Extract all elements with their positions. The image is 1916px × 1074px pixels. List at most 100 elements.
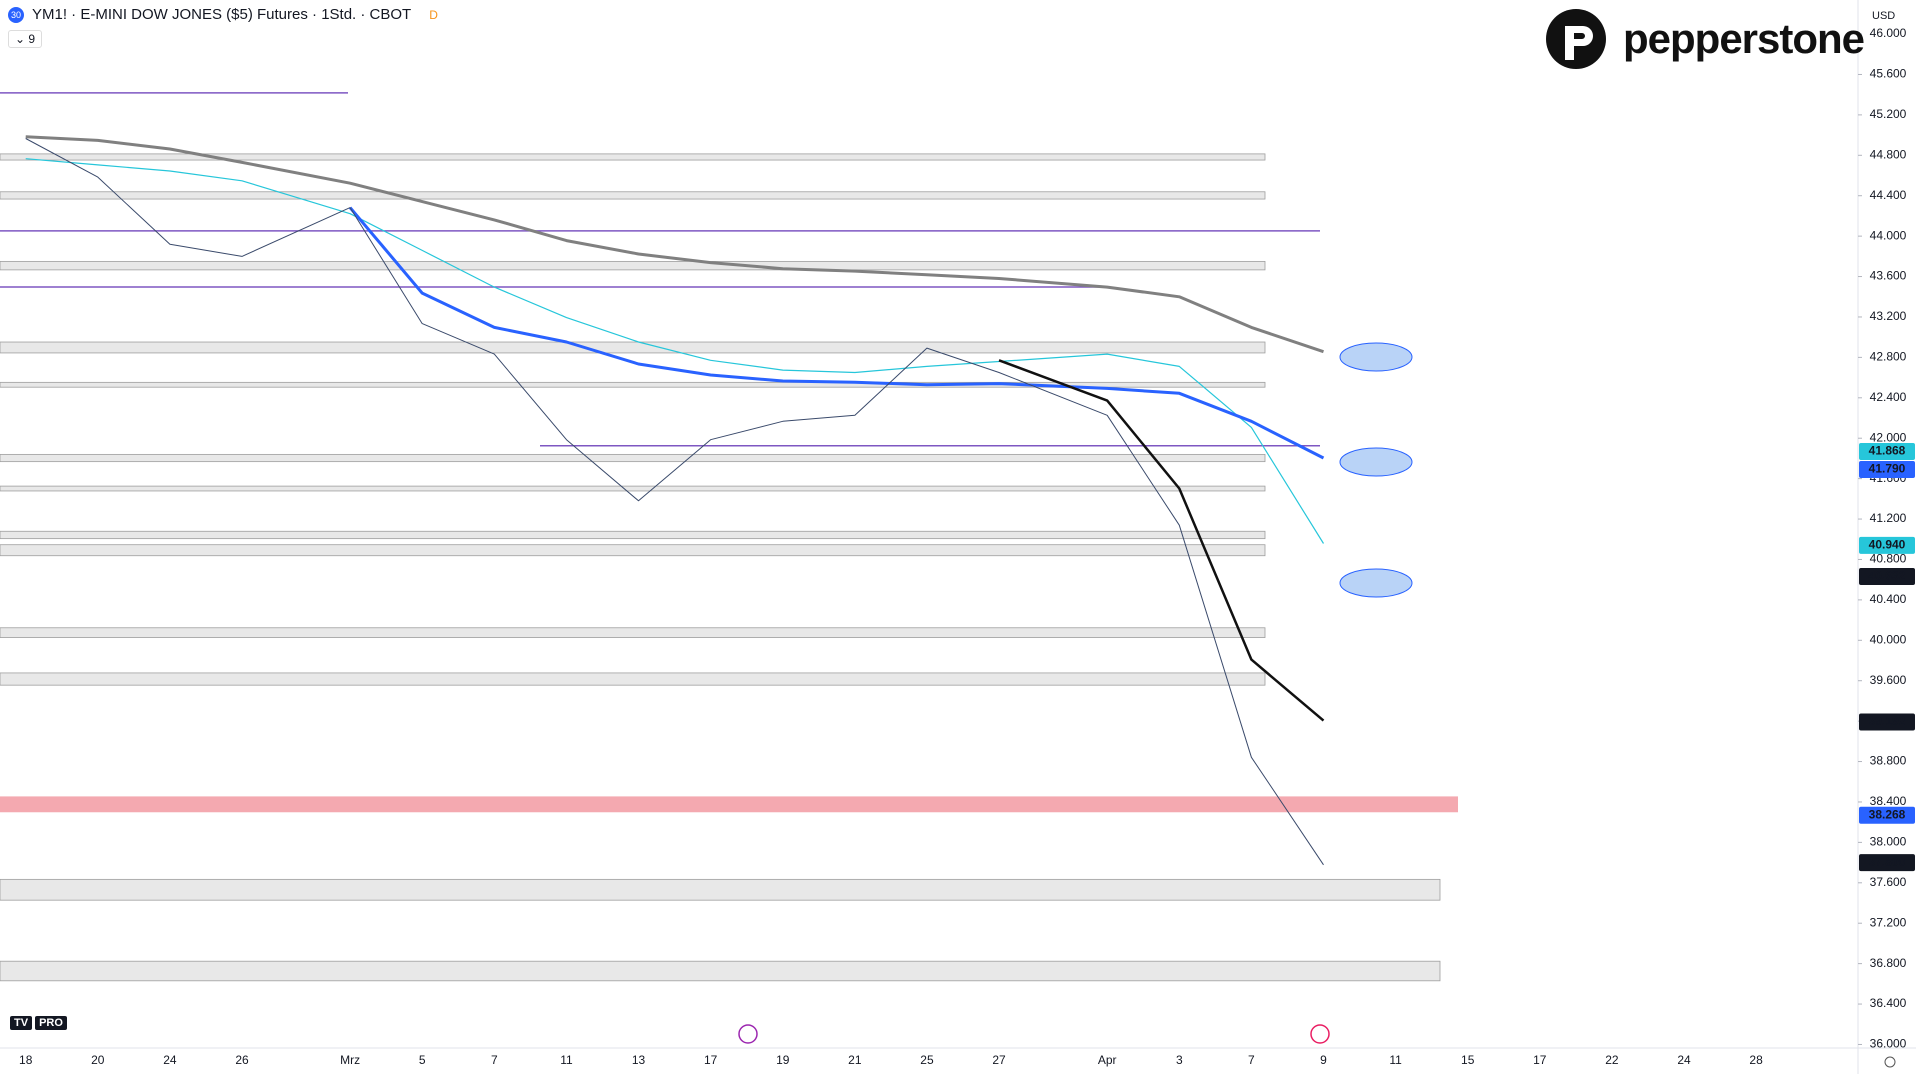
- zone: [0, 453, 1266, 463]
- y-tick-label: 44.000: [1870, 228, 1907, 242]
- ellipse: [1339, 447, 1413, 477]
- x-tick-label: 20: [91, 1053, 105, 1067]
- header: 30 YM1! · E-MINI DOW JONES ($5) Futures …: [8, 6, 438, 23]
- x-tick-label: 28: [1749, 1053, 1763, 1067]
- price-label-bg: [1859, 461, 1915, 479]
- tv-badge: PRO: [35, 1016, 67, 1030]
- ellipse-markers: [1339, 342, 1413, 598]
- brand-name: pepperstone: [1623, 15, 1865, 62]
- x-tick-label: Mrz: [340, 1053, 360, 1067]
- price-label-bg: [1859, 854, 1915, 872]
- y-tick-label: 37.200: [1870, 915, 1907, 929]
- event-icon[interactable]: [1310, 1024, 1330, 1044]
- zone: [0, 627, 1266, 638]
- x-tick-label: 24: [1677, 1053, 1691, 1067]
- indicator-toggle[interactable]: ⌄ 9: [8, 30, 43, 48]
- x-tick-label: 11: [560, 1053, 573, 1067]
- y-tick-label: 42.800: [1870, 350, 1907, 364]
- x-tick-label: 7: [491, 1053, 498, 1067]
- y-tick-label: 45.200: [1870, 107, 1907, 121]
- y-tick-label: 44.800: [1870, 147, 1907, 161]
- series-line: [25, 135, 1324, 354]
- x-tick-label: 21: [848, 1053, 862, 1067]
- y-tick-label: 38.000: [1870, 835, 1907, 849]
- x-tick-label: 22: [1605, 1053, 1619, 1067]
- x-tick-label: 17: [704, 1053, 718, 1067]
- y-tick-label: 39.600: [1870, 673, 1907, 687]
- currency[interactable]: USD: [1872, 10, 1896, 22]
- brand-logo: pepperstone: [1543, 8, 1865, 70]
- x-tick-label: 19: [776, 1053, 790, 1067]
- interval-badge: D: [429, 7, 438, 22]
- y-tick-label: 45.600: [1870, 67, 1907, 81]
- y-tick-label: 43.600: [1870, 269, 1907, 283]
- x-tick-label: 24: [163, 1053, 177, 1067]
- y-tick-label: 38.400: [1870, 794, 1907, 808]
- x-tick-label: 27: [992, 1053, 1006, 1067]
- price-label-bg: [1859, 536, 1915, 554]
- zone: [0, 381, 1266, 388]
- y-tick-label: 40.800: [1870, 552, 1907, 566]
- y-tick-label: 44.400: [1870, 188, 1907, 202]
- y-tick-label: 37.600: [1870, 875, 1907, 889]
- y-tick-label: 40.000: [1870, 632, 1907, 646]
- y-tick-label: 46.000: [1870, 26, 1907, 40]
- x-tick-label: 7: [1248, 1053, 1255, 1067]
- zone: [0, 191, 1266, 200]
- tv-logo: TV PRO: [10, 1016, 67, 1030]
- price-label: 41.790: [1869, 462, 1906, 476]
- series-line: [25, 158, 1325, 544]
- price-label-bg: [1859, 443, 1915, 461]
- price-label-bg: [1859, 713, 1915, 731]
- price-label-bg: [1859, 567, 1915, 585]
- y-tick-label: 36.000: [1870, 1037, 1907, 1051]
- x-tick-label: 25: [920, 1053, 934, 1067]
- price-label-bg: [1859, 806, 1915, 824]
- symbol-badge: 30: [8, 6, 24, 23]
- price-label: 41.868: [1869, 444, 1906, 458]
- zone: [0, 878, 1441, 901]
- y-tick-label: 36.800: [1870, 956, 1907, 970]
- x-tick-label: 15: [1461, 1053, 1475, 1067]
- brand-icon: [1546, 9, 1606, 69]
- red-zone: [0, 796, 1458, 813]
- x-tick-label: 17: [1533, 1053, 1547, 1067]
- chart-title: YM1! · E-MINI DOW JONES ($5) Futures · 1…: [32, 6, 412, 23]
- zone: [0, 485, 1266, 492]
- y-tick-label: 43.200: [1870, 309, 1907, 323]
- zone: [0, 153, 1266, 161]
- price-label: 38.268: [1869, 807, 1906, 821]
- y-tick-label: 42.400: [1870, 390, 1907, 404]
- indicator-count: 9: [28, 32, 36, 46]
- x-tick-label: 26: [235, 1053, 249, 1067]
- price-label: 37.800: [1869, 855, 1906, 869]
- x-tick-label: Apr: [1098, 1053, 1117, 1067]
- price-label: 39.192: [1869, 714, 1906, 728]
- settings-icon[interactable]: [1884, 1056, 1896, 1068]
- x-tick-label: 18: [19, 1053, 33, 1067]
- ellipse: [1339, 342, 1413, 372]
- zone: [0, 341, 1266, 354]
- price-label: 40.940: [1869, 537, 1906, 551]
- x-tick-label: 5: [419, 1053, 426, 1067]
- zone: [0, 672, 1266, 686]
- y-tick-label: 38.800: [1870, 754, 1907, 768]
- y-tick-label: 41.200: [1870, 511, 1907, 525]
- x-tick-label: 11: [1389, 1053, 1402, 1067]
- zone: [0, 544, 1266, 557]
- x-tick-label: 3: [1176, 1053, 1183, 1067]
- series-line: [348, 206, 1325, 460]
- series-line: [998, 359, 1325, 722]
- event-icon[interactable]: [738, 1024, 758, 1044]
- y-tick-label: 42.000: [1870, 430, 1907, 444]
- zone: [0, 960, 1441, 982]
- ellipse: [1339, 568, 1413, 598]
- price-label: 40.632: [1869, 569, 1906, 583]
- zone: [0, 530, 1266, 540]
- x-tick-label: 9: [1320, 1053, 1327, 1067]
- y-tick-label: 40.400: [1870, 592, 1907, 606]
- x-tick-label: 13: [632, 1053, 646, 1067]
- zone: [0, 260, 1266, 271]
